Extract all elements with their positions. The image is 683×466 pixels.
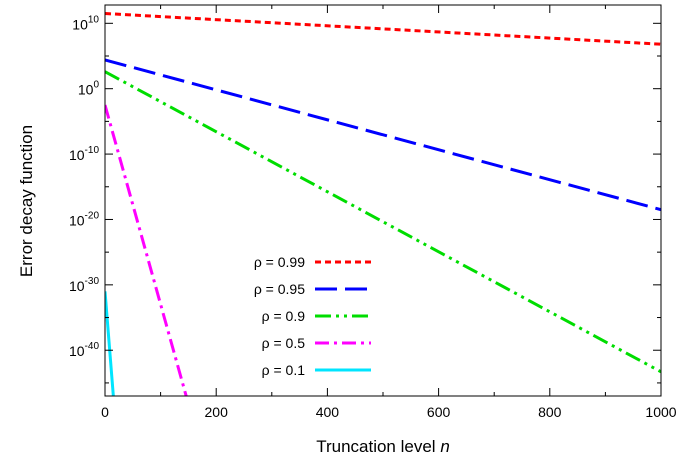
x-axis-title-variable: n [440,437,449,456]
tick-layer: 0 200 400 600 800 1000101010010-1010-2010-301… [69,5,677,420]
y-tick-label-2: 10-10 [69,145,99,163]
y-tick-label-4: 10-30 [69,276,99,294]
y-tick-label-5: 10-40 [69,341,99,359]
y-tick-label-1: 100 [78,80,100,98]
y-tick-exponent: -40 [85,341,100,352]
x-axis-title-text: Truncation level [316,437,440,456]
x-tick-label-0: 0 [101,404,109,420]
series-line-4 [105,291,115,396]
series-line-0 [105,12,661,46]
y-tick-base: 10 [69,212,85,228]
y-tick-exponent: 0 [93,80,99,91]
x-tick-label-3: 600 [427,404,451,420]
y-tick-exponent: 10 [88,14,100,25]
legend-label-3: ρ = 0.5 [262,335,306,351]
y-tick-base: 10 [69,278,85,294]
series-line-3 [105,104,188,396]
y-tick-exponent: -30 [85,276,100,287]
y-axis-title: Error decay function [17,125,36,277]
legend: ρ = 0.99 ρ = 0.95 ρ = 0.9 ρ = 0.5 ρ = 0.1 [254,254,371,378]
x-tick-label-5: 1000 [645,404,676,420]
y-tick-exponent: -20 [85,210,100,221]
y-tick-exponent: -10 [85,145,100,156]
legend-label-2: ρ = 0.9 [262,308,306,324]
legend-label-1: ρ = 0.95 [254,281,305,297]
plot-frame [104,4,662,397]
x-axis-title: Truncation level n [316,437,450,456]
y-tick-label-3: 10-20 [69,210,99,228]
x-tick-label-1: 200 [205,404,229,420]
y-tick-base: 10 [69,147,85,163]
y-tick-base: 10 [72,16,88,32]
series-line-1 [105,58,661,212]
y-tick-label-0: 1010 [72,14,99,32]
y-tick-base: 10 [78,82,94,98]
series-layer [105,12,661,396]
y-tick-base: 10 [69,343,85,359]
legend-label-0: ρ = 0.99 [254,254,305,270]
x-tick-label-2: 400 [316,404,340,420]
legend-label-4: ρ = 0.1 [262,362,306,378]
series-line-2 [105,70,661,374]
x-tick-label-4: 800 [538,404,562,420]
